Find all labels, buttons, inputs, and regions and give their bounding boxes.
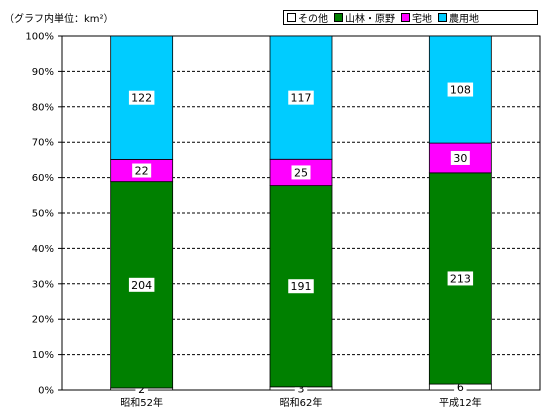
y-tick-label: 10%: [32, 350, 54, 361]
data-label: 122: [131, 92, 152, 105]
x-tick-label: 昭和52年: [120, 396, 163, 409]
y-tick-label: 50%: [32, 209, 54, 220]
legend-swatch: [287, 13, 296, 22]
data-label-bg: [447, 82, 474, 97]
data-label: 2: [138, 383, 145, 396]
legend-swatch: [438, 13, 447, 22]
data-label: 117: [291, 92, 312, 105]
legend-label: 農用地: [449, 14, 479, 25]
legend-label: その他: [298, 14, 328, 25]
y-tick-label: 100%: [25, 32, 54, 43]
data-label-bg: [291, 165, 311, 180]
y-tick-label: 20%: [32, 315, 54, 326]
y-tick-label: 60%: [32, 173, 54, 184]
data-label: 3: [298, 382, 305, 395]
data-label-bg: [288, 279, 314, 294]
x-tick-label: 昭和62年: [280, 396, 323, 409]
legend-item: 宅地: [401, 10, 432, 25]
legend-item: 山林・原野: [334, 10, 395, 25]
data-label-bg: [288, 90, 314, 105]
data-label-bg: [128, 277, 155, 292]
legend-swatch: [401, 13, 410, 22]
x-tick-label: 平成12年: [439, 396, 482, 409]
legend-swatch: [334, 13, 343, 22]
legend-item: 農用地: [438, 10, 479, 25]
data-label-bg: [132, 163, 152, 178]
data-label: 6: [457, 381, 464, 394]
y-tick-label: 40%: [32, 244, 54, 255]
data-label-bg: [450, 150, 470, 165]
legend-item: その他: [287, 10, 328, 25]
y-tick-label: 80%: [32, 102, 54, 113]
y-tick-label: 70%: [32, 138, 54, 149]
data-label: 213: [450, 272, 471, 285]
data-label-bg: [447, 271, 474, 286]
data-label: 191: [291, 280, 312, 293]
legend: その他 山林・原野 宅地 農用地: [283, 10, 538, 25]
y-tick-label: 30%: [32, 279, 54, 290]
legend-label: 宅地: [412, 14, 432, 25]
data-label: 30: [453, 152, 467, 165]
data-label-bg: [128, 90, 155, 105]
unit-label: （グラフ内単位：km²）: [4, 14, 114, 25]
data-label: 25: [294, 166, 308, 179]
y-tick-label: 90%: [32, 67, 54, 78]
y-tick-label: 0%: [38, 386, 54, 397]
data-label: 108: [450, 84, 471, 97]
data-label: 204: [131, 279, 152, 292]
data-label: 22: [135, 165, 149, 178]
legend-label: 山林・原野: [345, 14, 395, 25]
